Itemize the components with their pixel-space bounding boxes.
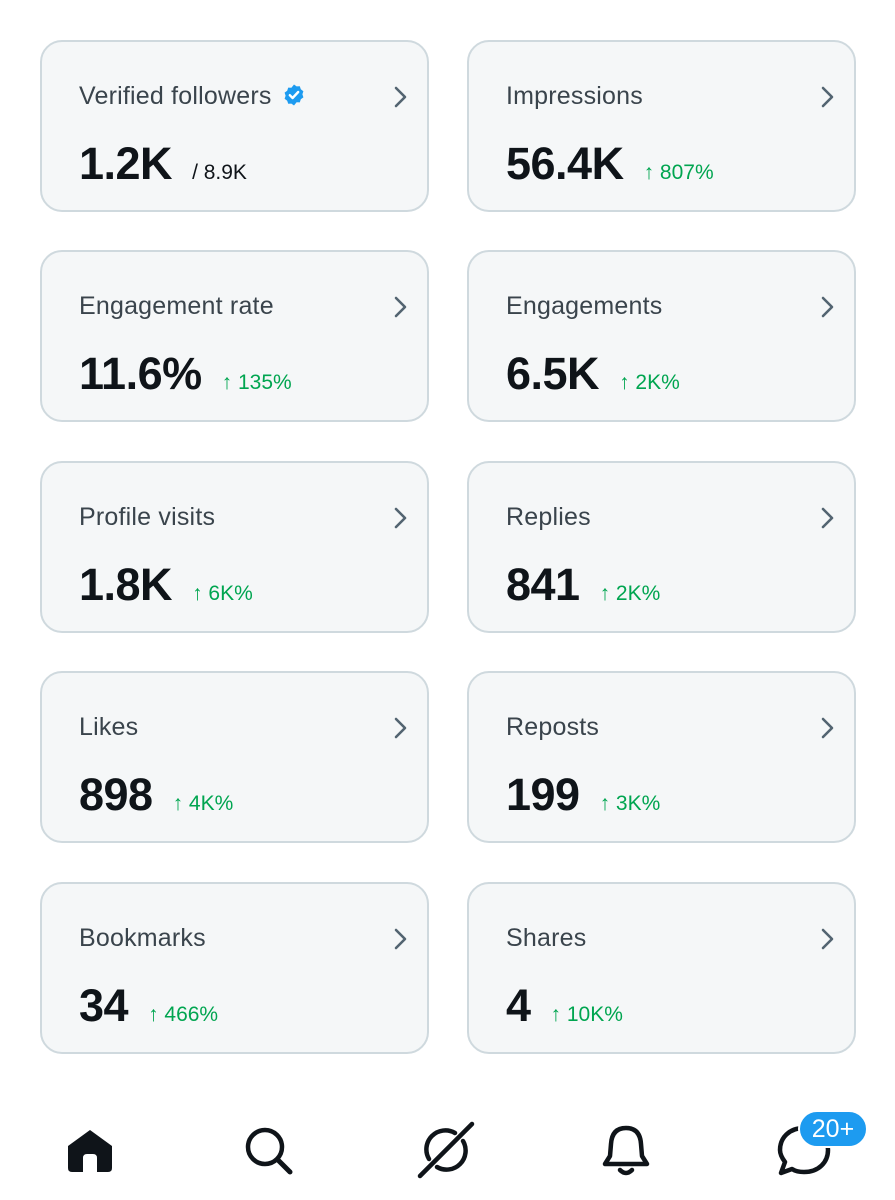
messages-badge: 20+ <box>798 1110 868 1148</box>
card-label: Profile visits <box>79 503 216 531</box>
card-value: 898 <box>79 769 153 820</box>
chevron-right-icon <box>821 296 834 318</box>
verified-badge-icon <box>284 84 303 106</box>
search-icon <box>245 1127 293 1175</box>
card-reposts[interactable]: Reposts 199 ↑ 3K% <box>467 671 856 843</box>
card-value: 11.6% <box>79 348 202 399</box>
chevron-right-icon <box>394 717 407 739</box>
chevron-right-icon <box>394 928 407 950</box>
card-label: Verified followers <box>79 82 272 110</box>
nav-grok[interactable] <box>416 1120 476 1180</box>
card-bookmarks[interactable]: Bookmarks 34 ↑ 466% <box>40 882 429 1054</box>
card-value: 56.4K <box>506 138 624 189</box>
card-change: ↑ 466% <box>148 1003 219 1026</box>
card-value: 34 <box>79 980 129 1031</box>
card-label: Engagement rate <box>79 292 274 320</box>
card-change: ↑ 6K% <box>192 582 253 605</box>
card-shares[interactable]: Shares 4 ↑ 10K% <box>467 882 856 1054</box>
card-engagements[interactable]: Engagements 6.5K ↑ 2K% <box>467 250 856 422</box>
chevron-right-icon <box>821 928 834 950</box>
messages-icon <box>777 1125 831 1176</box>
card-change: ↑ 135% <box>221 371 292 394</box>
notifications-icon <box>602 1125 650 1176</box>
nav-messages[interactable] <box>774 1120 834 1180</box>
card-change: ↑ 2K% <box>619 371 680 394</box>
chevron-right-icon <box>821 86 834 108</box>
chevron-right-icon <box>394 86 407 108</box>
chevron-right-icon <box>394 507 407 529</box>
card-label: Replies <box>506 503 591 531</box>
card-change: ↑ 10K% <box>550 1003 623 1026</box>
card-value: 1.8K <box>79 559 173 610</box>
card-value: 199 <box>506 769 580 820</box>
card-change: ↑ 2K% <box>599 582 661 605</box>
card-engagement-rate[interactable]: Engagement rate 11.6% ↑ 135% <box>40 250 429 422</box>
nav-notifications[interactable] <box>596 1120 656 1180</box>
card-value: 1.2K <box>79 138 173 189</box>
card-value: 4 <box>506 980 531 1031</box>
bottom-nav <box>0 1110 895 1190</box>
chevron-right-icon <box>821 717 834 739</box>
card-total: / 8.9K <box>192 161 247 184</box>
card-value: 841 <box>506 559 580 610</box>
card-impressions[interactable]: Impressions 56.4K ↑ 807% <box>467 40 856 212</box>
card-replies[interactable]: Replies 841 ↑ 2K% <box>467 461 856 633</box>
card-label: Impressions <box>506 82 643 110</box>
card-change: ↑ 807% <box>643 161 714 184</box>
card-label: Shares <box>506 924 587 952</box>
card-label: Bookmarks <box>79 924 206 952</box>
card-verified-followers[interactable]: Verified followers 1.2K / 8.9K <box>40 40 429 212</box>
grok-icon <box>417 1121 475 1179</box>
chevron-right-icon <box>394 296 407 318</box>
home-icon <box>68 1130 112 1172</box>
card-label: Reposts <box>506 713 600 741</box>
nav-home[interactable] <box>60 1120 120 1180</box>
card-label: Engagements <box>506 292 663 320</box>
card-label: Likes <box>79 713 139 741</box>
card-value: 6.5K <box>506 348 600 399</box>
chevron-right-icon <box>821 507 834 529</box>
card-change: ↑ 4K% <box>172 792 234 815</box>
card-profile-visits[interactable]: Profile visits 1.8K ↑ 6K% <box>40 461 429 633</box>
card-likes[interactable]: Likes 898 ↑ 4K% <box>40 671 429 843</box>
card-change: ↑ 3K% <box>599 792 661 815</box>
nav-search[interactable] <box>238 1120 298 1180</box>
